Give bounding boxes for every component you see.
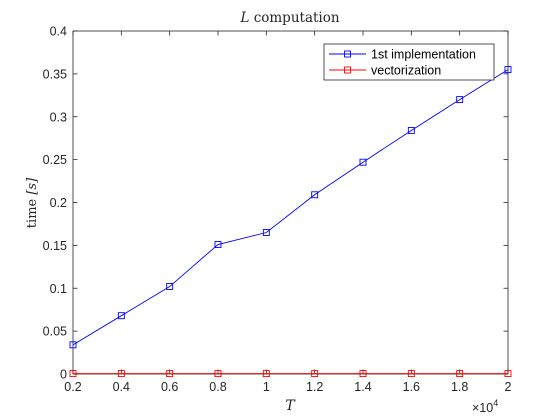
y-tick-label: 0.2 xyxy=(50,196,67,210)
y-axis-label-unit: [s] xyxy=(25,177,40,195)
legend-box xyxy=(323,43,495,81)
data-point xyxy=(166,283,174,290)
x-axis-multiplier-exponent: 4 xyxy=(493,398,498,408)
y-axis-label-text: time xyxy=(25,195,40,229)
chart-title-italic: L xyxy=(239,10,249,26)
plot-box xyxy=(72,30,509,375)
data-point xyxy=(456,96,464,104)
data-point xyxy=(407,370,415,378)
x-tick-label: 1.2 xyxy=(306,380,323,394)
chart-title: L computation xyxy=(239,10,339,26)
y-axis-label: time [s] xyxy=(25,177,40,228)
legend-marker xyxy=(344,66,351,74)
legend: 1st implementation vectorization xyxy=(323,43,495,81)
legend-marker xyxy=(344,50,351,58)
x-tick-label: 0.6 xyxy=(161,380,178,394)
legend-label: vectorization xyxy=(371,64,441,78)
y-tick-label: 0.05 xyxy=(43,325,67,339)
y-tick-label: 0.3 xyxy=(50,110,67,124)
data-point xyxy=(69,341,77,349)
x-axis-multiplier: ×104 xyxy=(472,398,498,415)
data-point xyxy=(311,370,319,378)
y-tick-label: 0 xyxy=(60,368,67,382)
data-point xyxy=(166,370,174,378)
x-tick-label: 1 xyxy=(263,380,270,394)
x-tick-label: 0.4 xyxy=(113,380,130,394)
x-axis-label: T xyxy=(285,398,296,414)
y-tick-label: 0.1 xyxy=(50,282,67,296)
data-point xyxy=(117,312,125,320)
x-tick-label: 0.8 xyxy=(209,380,226,394)
chart-title-rest: computation xyxy=(249,10,339,26)
data-point xyxy=(117,370,125,378)
x-tick-label: 1.8 xyxy=(451,380,468,394)
x-tick-label: 1.4 xyxy=(354,380,371,394)
plot-area: 0.2 0.4 0.6 0.8 1 1.2 1.4 1.6 1.8 2 0 0.05 0.1 0.15 0.… xyxy=(43,25,512,395)
x-axis-multiplier-base: ×10 xyxy=(472,401,493,415)
data-point xyxy=(214,370,222,378)
data-point xyxy=(69,370,77,378)
x-tick-label: 0.2 xyxy=(64,380,81,394)
data-point xyxy=(359,370,367,378)
x-tick-label: 2 xyxy=(505,380,512,394)
data-point xyxy=(262,229,270,236)
data-point xyxy=(504,66,512,74)
data-point xyxy=(262,370,270,378)
y-tick-label: 0.15 xyxy=(43,239,67,253)
legend-label: 1st implementation xyxy=(371,48,476,62)
data-point xyxy=(504,370,512,378)
data-point xyxy=(311,191,319,199)
data-point xyxy=(456,370,464,378)
data-point xyxy=(359,158,367,166)
y-tick-label: 0.4 xyxy=(50,25,67,39)
y-tick-label: 0.35 xyxy=(43,67,67,81)
x-tick-label: 1.6 xyxy=(403,380,420,394)
data-point xyxy=(407,127,415,134)
data-point xyxy=(214,241,222,248)
series-line xyxy=(72,69,509,346)
y-tick-label: 0.25 xyxy=(43,153,67,167)
